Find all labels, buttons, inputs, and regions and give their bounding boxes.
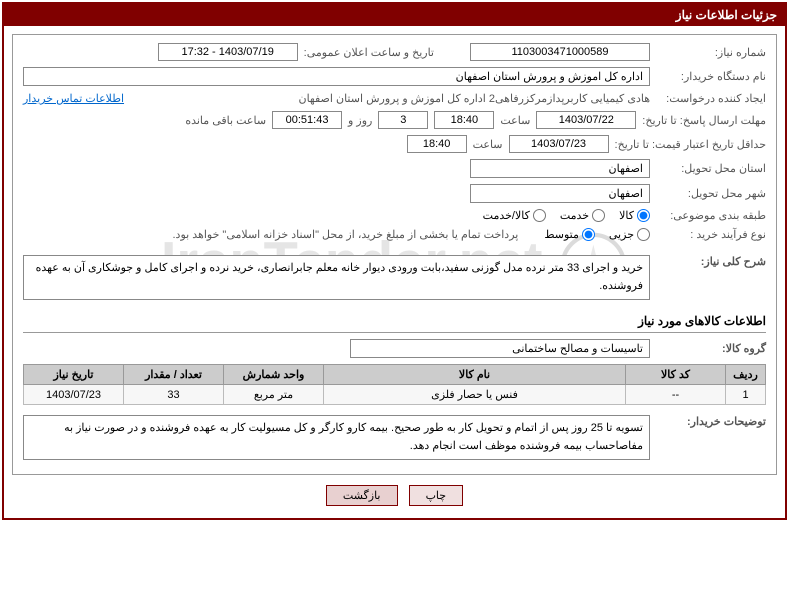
- validity-time: 18:40: [407, 135, 467, 153]
- cell-code: --: [626, 385, 726, 405]
- radio-goods-label: کالا: [619, 209, 634, 222]
- contact-buyer-link[interactable]: اطلاعات تماس خریدار: [23, 92, 124, 105]
- row-city: شهر محل تحویل: اصفهان: [23, 184, 766, 203]
- requester-value: هادی کیمیایی کاربرپدازمرکزرفاهی2 اداره ک…: [298, 92, 650, 105]
- button-row: چاپ بازگشت: [12, 475, 777, 510]
- city-value: اصفهان: [470, 184, 650, 203]
- announce-datetime-value: 1403/07/19 - 17:32: [158, 43, 298, 61]
- validity-label: حداقل تاریخ اعتبار قیمت: تا تاریخ:: [615, 138, 766, 151]
- summary-text: خرید و اجرای 33 متر نرده مدل گوزنی سفید،…: [23, 255, 650, 300]
- radio-goods-service-label: کالا/خدمت: [483, 209, 530, 222]
- row-category: طبقه بندی موضوعی: کالا خدمت کالا/خدمت: [23, 209, 766, 222]
- th-qty: تعداد / مقدار: [124, 365, 224, 385]
- radio-goods-input[interactable]: [637, 209, 650, 222]
- table-header-row: ردیف کد کالا نام کالا واحد شمارش تعداد /…: [24, 365, 766, 385]
- th-name: نام کالا: [324, 365, 626, 385]
- th-unit: واحد شمارش: [224, 365, 324, 385]
- category-radio-group: کالا خدمت کالا/خدمت: [483, 209, 650, 222]
- table-row: 1 -- فنس یا حصار فلزی متر مربع 33 1403/0…: [24, 385, 766, 405]
- radio-service[interactable]: خدمت: [560, 209, 605, 222]
- process-label: نوع فرآیند خرید :: [656, 228, 766, 241]
- summary-label: شرح کلی نیاز:: [656, 255, 766, 268]
- row-buyer-notes: توضیحات خریدار: تسویه تا 25 روز پس از ات…: [23, 415, 766, 460]
- deadline-date: 1403/07/22: [536, 111, 636, 129]
- buyer-notes-text: تسویه تا 25 روز پس از اتمام و تحویل کار …: [23, 415, 650, 460]
- deadline-time-label: ساعت: [500, 114, 530, 127]
- goods-section-title: اطلاعات کالاهای مورد نیاز: [23, 310, 766, 333]
- cell-qty: 33: [124, 385, 224, 405]
- radio-goods-service[interactable]: کالا/خدمت: [483, 209, 546, 222]
- need-number-value: 1103003471000589: [470, 43, 650, 61]
- buyer-org-value: اداره کل اموزش و پرورش استان اصفهان: [23, 67, 650, 86]
- row-validity: حداقل تاریخ اعتبار قیمت: تا تاریخ: 1403/…: [23, 135, 766, 153]
- page-title: جزئیات اطلاعات نیاز: [676, 8, 777, 22]
- row-deadline: مهلت ارسال پاسخ: تا تاریخ: 1403/07/22 سا…: [23, 111, 766, 129]
- cell-name: فنس یا حصار فلزی: [324, 385, 626, 405]
- th-row: ردیف: [726, 365, 766, 385]
- deadline-time: 18:40: [434, 111, 494, 129]
- row-goods-group: گروه کالا: تاسیسات و مصالح ساختمانی: [23, 339, 766, 358]
- need-number-label: شماره نیاز:: [656, 46, 766, 59]
- city-label: شهر محل تحویل:: [656, 187, 766, 200]
- page-header: جزئیات اطلاعات نیاز: [4, 4, 785, 26]
- print-button[interactable]: چاپ: [409, 485, 464, 506]
- process-note: پرداخت تمام یا بخشی از مبلغ خرید، از محل…: [173, 228, 519, 241]
- category-label: طبقه بندی موضوعی:: [656, 209, 766, 222]
- goods-group-value: تاسیسات و مصالح ساختمانی: [350, 339, 650, 358]
- goods-group-label: گروه کالا:: [656, 342, 766, 355]
- province-value: اصفهان: [470, 159, 650, 178]
- radio-service-label: خدمت: [560, 209, 589, 222]
- cell-unit: متر مربع: [224, 385, 324, 405]
- items-table: ردیف کد کالا نام کالا واحد شمارش تعداد /…: [23, 364, 766, 405]
- main-container: جزئیات اطلاعات نیاز IranTender.net شماره…: [2, 2, 787, 520]
- province-label: استان محل تحویل:: [656, 162, 766, 175]
- cell-num: 1: [726, 385, 766, 405]
- radio-medium-label: متوسط: [544, 228, 579, 241]
- validity-time-label: ساعت: [473, 138, 503, 151]
- row-process: نوع فرآیند خرید : جزیی متوسط پرداخت تمام…: [23, 228, 766, 241]
- row-buyer-org: نام دستگاه خریدار: اداره کل اموزش و پرور…: [23, 67, 766, 86]
- buyer-org-label: نام دستگاه خریدار:: [656, 70, 766, 83]
- cell-date: 1403/07/23: [24, 385, 124, 405]
- requester-label: ایجاد کننده درخواست:: [656, 92, 766, 105]
- back-button[interactable]: بازگشت: [326, 485, 398, 506]
- radio-medium-input[interactable]: [582, 228, 595, 241]
- content-area: IranTender.net شماره نیاز: 1103003471000…: [4, 26, 785, 518]
- remaining-label: ساعت باقی مانده: [185, 114, 266, 127]
- validity-date: 1403/07/23: [509, 135, 609, 153]
- radio-goods-service-input[interactable]: [533, 209, 546, 222]
- radio-goods[interactable]: کالا: [619, 209, 650, 222]
- radio-service-input[interactable]: [592, 209, 605, 222]
- deadline-label: مهلت ارسال پاسخ: تا تاریخ:: [642, 114, 766, 127]
- details-form: شماره نیاز: 1103003471000589 تاریخ و ساع…: [12, 34, 777, 475]
- row-province: استان محل تحویل: اصفهان: [23, 159, 766, 178]
- th-code: کد کالا: [626, 365, 726, 385]
- radio-medium[interactable]: متوسط: [544, 228, 595, 241]
- days-count: 3: [378, 111, 428, 129]
- radio-partial-input[interactable]: [637, 228, 650, 241]
- process-radio-group: جزیی متوسط: [544, 228, 650, 241]
- announce-datetime-label: تاریخ و ساعت اعلان عمومی:: [304, 46, 434, 59]
- row-need-number: شماره نیاز: 1103003471000589 تاریخ و ساع…: [23, 43, 766, 61]
- days-and-label: روز و: [348, 114, 372, 127]
- row-requester: ایجاد کننده درخواست: هادی کیمیایی کاربرپ…: [23, 92, 766, 105]
- radio-partial[interactable]: جزیی: [609, 228, 650, 241]
- buyer-notes-label: توضیحات خریدار:: [656, 415, 766, 428]
- th-date: تاریخ نیاز: [24, 365, 124, 385]
- countdown: 00:51:43: [272, 111, 342, 129]
- row-summary: شرح کلی نیاز: خرید و اجرای 33 متر نرده م…: [23, 255, 766, 300]
- radio-partial-label: جزیی: [609, 228, 634, 241]
